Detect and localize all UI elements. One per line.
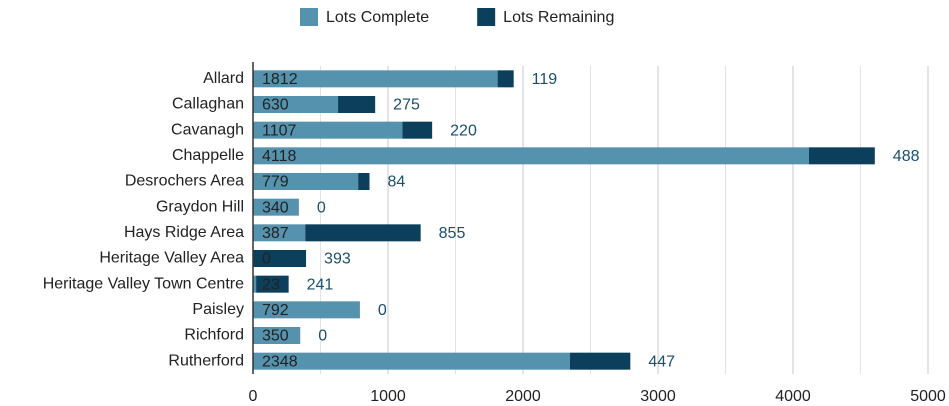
data-label: 220 — [450, 122, 477, 139]
bar-segment — [253, 96, 339, 113]
bar-segment — [358, 173, 370, 190]
y-tick-label: Graydon Hill — [156, 198, 244, 215]
bar-segment — [253, 198, 299, 216]
data-label: 0 — [317, 199, 326, 216]
bar-segment — [253, 121, 403, 139]
x-tick-label: 0 — [249, 388, 258, 405]
bar-segment — [253, 224, 306, 242]
y-tick-label: Allard — [203, 70, 244, 87]
y-tick-label: Chappelle — [172, 147, 244, 164]
y-tick-label: Richford — [184, 327, 244, 344]
bar-segment — [253, 70, 498, 88]
data-label: 855 — [439, 225, 466, 242]
bar-segment — [253, 275, 257, 293]
data-label: 0 — [318, 328, 327, 345]
bar-segment — [253, 250, 307, 267]
data-label: 1812 — [262, 71, 298, 88]
data-label: 119 — [532, 71, 558, 88]
bar-segment — [253, 301, 360, 319]
data-label: 630 — [262, 97, 289, 114]
data-label: 0 — [378, 302, 387, 319]
bar-segment — [253, 352, 570, 370]
bar-segment — [808, 147, 875, 165]
data-label: 4118 — [262, 148, 297, 165]
bar-segment — [402, 121, 433, 139]
data-label: 350 — [262, 328, 289, 345]
data-label: 393 — [324, 251, 351, 268]
x-tick-label: 1000 — [370, 388, 406, 405]
x-tick-label: 4000 — [775, 388, 811, 405]
legend-swatch — [300, 8, 318, 26]
data-label: 0 — [262, 251, 271, 268]
bar-segment — [569, 352, 631, 370]
y-tick-label: Rutherford — [168, 352, 244, 369]
data-label: 340 — [262, 199, 289, 216]
bar-segment — [305, 224, 421, 242]
bar-segment — [256, 275, 289, 293]
data-label: 1107 — [262, 122, 297, 139]
y-tick-label: Cavanagh — [171, 121, 244, 138]
data-label: 447 — [648, 353, 675, 370]
x-tick-label: 2000 — [505, 388, 541, 405]
y-tick-label: Desrochers Area — [125, 173, 244, 190]
data-label: 488 — [893, 148, 920, 165]
data-label: 23 — [262, 276, 280, 293]
data-label: 275 — [393, 97, 420, 114]
data-label: 241 — [307, 276, 334, 293]
data-label: 2348 — [262, 353, 298, 370]
x-tick-label: 3000 — [640, 388, 676, 405]
y-tick-label: Heritage Valley Area — [99, 250, 244, 267]
bar-segment — [338, 96, 376, 113]
legend-label: Lots Complete — [326, 9, 429, 26]
bar-segment — [497, 70, 514, 88]
legend-swatch — [477, 8, 496, 26]
x-tick-label: 5000 — [910, 388, 946, 405]
y-tick-label: Callaghan — [172, 96, 244, 113]
bar-segment — [253, 173, 359, 190]
y-tick-label: Hays Ridge Area — [124, 224, 244, 241]
y-tick-label: Heritage Valley Town Centre — [43, 275, 244, 292]
legend-label: Lots Remaining — [503, 9, 614, 26]
data-label: 792 — [262, 302, 289, 319]
data-label: 779 — [262, 174, 289, 191]
bar-segment — [253, 147, 809, 165]
data-label: 84 — [388, 174, 406, 191]
y-tick-label: Paisley — [192, 301, 244, 318]
bar-segment — [253, 327, 301, 344]
data-label: 387 — [262, 225, 289, 242]
